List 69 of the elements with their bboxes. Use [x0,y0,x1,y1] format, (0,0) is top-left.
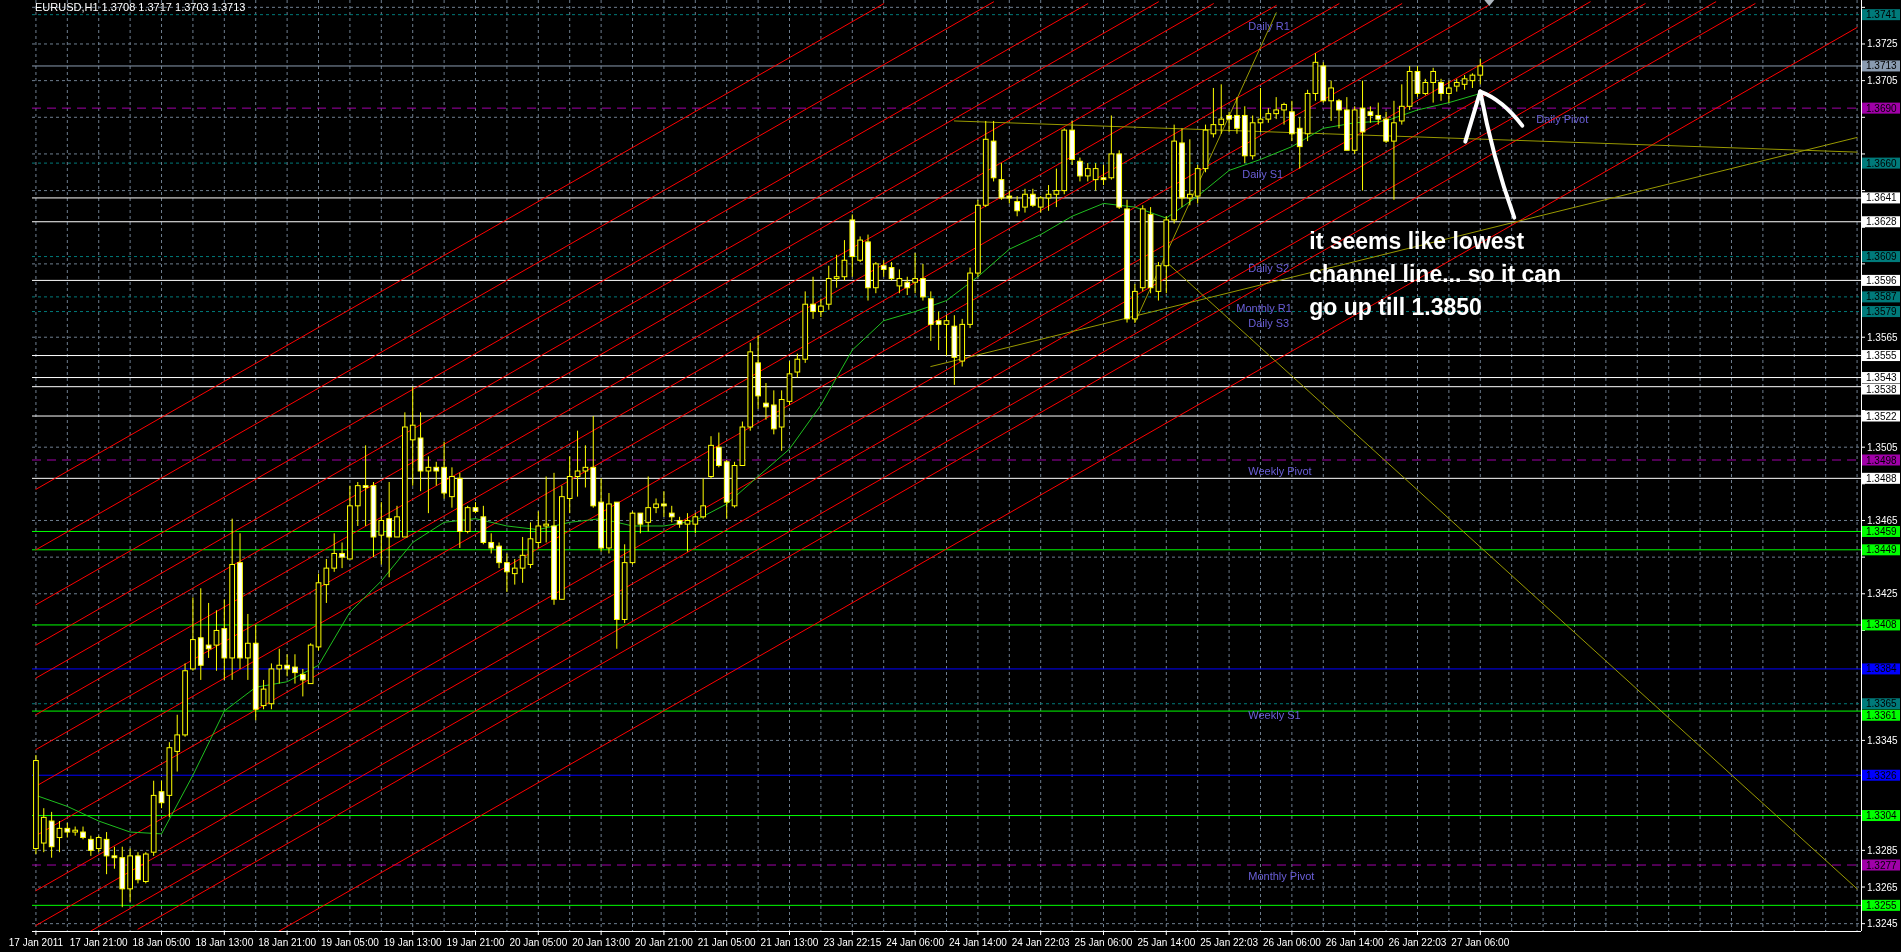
ref-line-label: 1.3384 [1866,663,1898,675]
ref-line-label: 1.3365 [1866,698,1898,710]
y-tick-label: 1.3725 [1867,38,1899,50]
ref-line-label: 1.3304 [1866,810,1898,822]
ref-line-label: 1.3326 [1866,769,1898,781]
annotation: Monthly Pivot [1248,870,1315,883]
x-tick-label: 18 Jan 21:00 [258,937,317,948]
x-tick-label: 27 Jan 06:00 [1451,937,1510,948]
ref-line-label: 1.3277 [1866,859,1898,871]
annotation: Daily S3 [1248,316,1290,329]
x-tick-label: 21 Jan 13:00 [760,937,819,948]
x-tick-label: 19 Jan 13:00 [383,937,443,948]
y-tick-label: 1.3465 [1867,514,1899,526]
x-tick-label: 26 Jan 22:03 [1388,937,1447,948]
y-tick-label: 1.3705 [1867,75,1899,87]
ref-line-label: 1.3587 [1866,291,1898,303]
ref-line-label: 1.3543 [1866,372,1898,384]
x-tick-label: 26 Jan 14:00 [1325,937,1385,948]
ref-line-label: 1.3609 [1866,251,1898,263]
annotation: Monthly R1 [1236,301,1292,314]
x-tick-label: 20 Jan 13:00 [572,937,631,948]
ref-line-label: 1.3255 [1866,899,1898,911]
ref-line-label: 1.3579 [1866,306,1898,318]
x-tick-label: 24 Jan 06:00 [886,937,945,948]
chart-title: EURUSD,H1 1.3708 1.3717 1.3703 1.3713 [35,1,246,13]
x-tick-label: 23 Jan 22:15 [823,937,882,948]
x-tick-label: 25 Jan 14:00 [1137,937,1196,948]
y-tick-label: 1.3425 [1867,588,1899,600]
ref-line-label: 1.3690 [1866,102,1898,114]
ref-line-label: 1.3488 [1866,472,1898,484]
x-tick-label: 20 Jan 21:00 [634,937,694,948]
ref-line-label: 1.3641 [1866,192,1898,204]
ref-line-label: 1.3498 [1866,454,1898,466]
x-tick-label: 25 Jan 22:03 [1200,937,1259,948]
ref-line-label: 1.3596 [1866,274,1898,286]
x-tick-label: 19 Jan 21:00 [446,937,505,948]
ref-line-label: 1.3408 [1866,619,1898,631]
ref-line-label: 1.3538 [1866,383,1898,395]
y-tick-label: 1.3505 [1867,441,1899,453]
annotation: Weekly Pivot [1248,465,1312,477]
x-tick-label: 17 Jan 2011 [8,937,64,948]
x-tick-label: 21 Jan 05:00 [697,937,757,948]
ref-line-label: 1.3555 [1866,350,1898,362]
x-tick-label: 17 Jan 21:00 [69,937,129,948]
annotation: Daily S1 [1242,168,1284,181]
ref-line-label: 1.3713 [1866,60,1898,72]
x-tick-label: 18 Jan 05:00 [132,937,191,948]
annotation: Daily S2 [1248,261,1290,274]
x-tick-label: 26 Jan 06:00 [1262,937,1322,948]
x-tick-label: 18 Jan 13:00 [195,937,254,948]
ref-line-label: 1.3449 [1866,544,1898,556]
x-tick-label: 24 Jan 14:00 [948,937,1008,948]
ref-line-label: 1.3361 [1866,709,1898,721]
ref-line-label: 1.3741 [1866,9,1898,21]
ref-line-label: 1.3522 [1866,410,1898,422]
ref-line-label: 1.3660 [1866,157,1898,169]
annotation: Weekly S1 [1248,708,1301,721]
y-tick-label: 1.3345 [1867,734,1899,746]
x-tick-label: 25 Jan 06:00 [1074,937,1133,948]
y-tick-label: 1.3285 [1867,844,1899,856]
y-tick-label: 1.3265 [1867,881,1899,893]
x-tick-label: 24 Jan 22:03 [1011,937,1071,948]
x-tick-label: 20 Jan 05:00 [509,937,568,948]
annotation: Daily R1 [1248,19,1290,32]
y-tick-label: 1.3565 [1867,331,1899,343]
ref-line-label: 1.3628 [1866,216,1898,228]
x-tick-label: 19 Jan 05:00 [321,937,380,948]
ref-line-label: 1.3459 [1866,525,1898,537]
y-tick-label: 1.3245 [1867,918,1899,930]
